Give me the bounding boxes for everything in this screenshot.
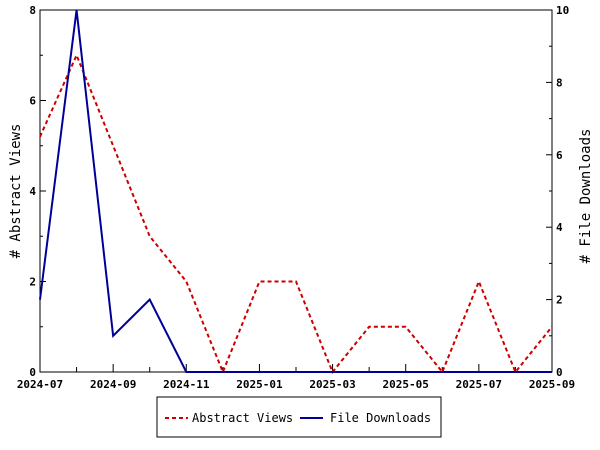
x-tick-label: 2025-07 (456, 378, 502, 391)
x-tick-label: 2024-07 (17, 378, 63, 391)
right-y-tick-label: 10 (556, 4, 569, 17)
x-tick-label: 2025-01 (236, 378, 283, 391)
legend: Abstract Views File Downloads (156, 396, 442, 438)
x-tick-label: 2024-09 (90, 378, 136, 391)
right-y-tick-label: 2 (556, 294, 563, 307)
x-tick-label: 2025-03 (309, 378, 355, 391)
right-y-tick-label: 4 (556, 221, 563, 234)
x-tick-label: 2025-05 (383, 378, 429, 391)
left-axis-title: # Abstract Views (8, 124, 24, 259)
right-axis-title: # File Downloads (578, 129, 594, 264)
left-y-tick-label: 2 (29, 276, 36, 289)
left-y-tick-label: 4 (29, 185, 36, 198)
x-tick-label: 2024-11 (163, 378, 210, 391)
legend-box (156, 396, 442, 438)
right-y-tick-label: 8 (556, 76, 563, 89)
series-layer (39, 9, 553, 375)
right-y-tick-label: 0 (556, 366, 563, 379)
ticks-layer: 2024-07 2024-09 2024-11 2025-01 2025-03 2025-… (17, 4, 575, 391)
plot-area (39, 9, 553, 373)
series-line-abstract-views (39, 52, 553, 375)
series-line-file-downloads (39, 9, 552, 373)
left-y-tick-label: 6 (29, 95, 36, 108)
legend-label-file-downloads: File Downloads (330, 411, 431, 425)
left-y-tick-label: 0 (29, 366, 36, 379)
right-y-tick-label: 6 (556, 149, 563, 162)
x-tick-label: 2025-09 (529, 378, 575, 391)
left-y-tick-label: 8 (29, 4, 36, 17)
legend-label-abstract-views: Abstract Views (192, 411, 293, 425)
